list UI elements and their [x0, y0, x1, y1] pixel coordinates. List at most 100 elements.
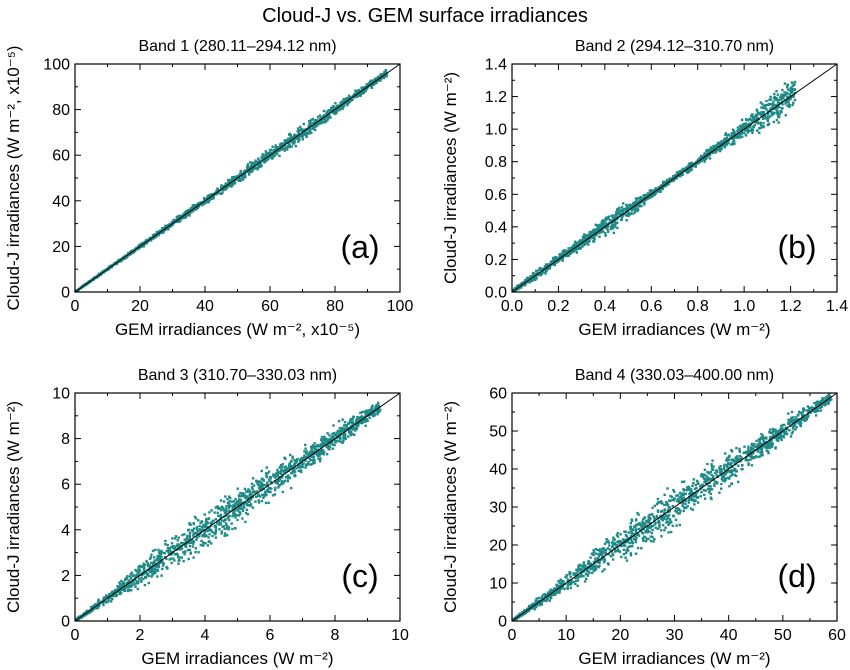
data-point — [199, 530, 202, 533]
data-point — [607, 553, 611, 556]
data-point — [223, 511, 227, 515]
data-point — [209, 528, 213, 532]
data-point — [125, 576, 128, 580]
data-point — [178, 545, 182, 548]
data-point — [185, 214, 189, 217]
data-point — [677, 512, 680, 515]
data-point — [586, 573, 590, 576]
data-point — [286, 477, 290, 480]
data-point — [587, 559, 590, 563]
data-point — [249, 491, 252, 494]
data-point — [635, 204, 639, 208]
data-point — [596, 231, 600, 234]
data-point — [349, 430, 353, 434]
data-point — [268, 487, 272, 490]
data-point — [242, 174, 245, 178]
data-point — [208, 526, 211, 530]
data-point — [793, 98, 797, 102]
data-point — [748, 123, 751, 126]
data-point — [308, 122, 311, 126]
data-point — [587, 243, 590, 246]
data-point — [313, 121, 316, 124]
data-point — [329, 116, 332, 119]
data-point — [260, 477, 264, 481]
data-point — [769, 95, 772, 99]
data-point — [720, 147, 723, 150]
data-point — [290, 486, 293, 490]
data-point — [276, 146, 279, 149]
data-point — [177, 556, 181, 559]
data-point — [176, 543, 179, 546]
data-point — [309, 459, 312, 462]
data-point — [755, 117, 758, 120]
data-point — [761, 102, 764, 106]
data-point — [606, 547, 610, 550]
data-point — [132, 574, 136, 577]
data-point — [331, 108, 334, 112]
data-point — [156, 568, 159, 572]
data-point — [722, 139, 726, 142]
data-point — [246, 504, 249, 507]
data-point — [359, 416, 363, 419]
data-point — [730, 473, 734, 476]
data-point — [320, 444, 323, 448]
data-point — [613, 225, 617, 228]
data-point — [290, 472, 293, 475]
data-point — [616, 535, 620, 538]
data-point — [377, 405, 380, 409]
data-point — [365, 413, 368, 416]
data-point — [238, 173, 242, 177]
data-point — [353, 93, 356, 96]
data-point — [776, 93, 779, 96]
data-point — [199, 521, 202, 525]
data-point — [136, 572, 139, 575]
data-point — [545, 263, 548, 266]
y-tick-label: 40 — [52, 193, 70, 210]
data-point — [520, 282, 523, 286]
data-point — [322, 109, 326, 113]
data-point — [227, 517, 230, 520]
data-point — [214, 193, 217, 196]
data-point — [248, 489, 251, 492]
x-tick-label: 4 — [201, 627, 210, 644]
data-point — [311, 451, 314, 454]
data-point — [602, 550, 605, 553]
panel-title: Band 3 (310.70–330.03 nm) — [138, 367, 337, 384]
data-point — [165, 557, 168, 561]
data-point — [211, 534, 214, 538]
data-point — [271, 157, 274, 160]
data-point — [355, 419, 358, 423]
data-point — [305, 135, 308, 138]
data-point — [621, 538, 625, 541]
data-point — [262, 479, 266, 482]
data-point — [535, 277, 538, 280]
data-point — [191, 210, 194, 213]
data-point — [263, 484, 266, 487]
data-point — [738, 133, 741, 137]
data-point — [759, 111, 763, 114]
data-point — [620, 218, 623, 221]
x-tick-label: 0.6 — [640, 298, 662, 315]
data-point — [729, 143, 732, 146]
data-point — [221, 525, 224, 528]
data-point — [342, 98, 345, 101]
data-point — [364, 90, 367, 93]
data-point — [271, 152, 275, 156]
data-point — [131, 251, 134, 254]
data-point — [203, 513, 206, 516]
data-point — [640, 527, 643, 530]
data-point — [193, 515, 197, 519]
data-point — [632, 206, 635, 209]
data-point — [777, 111, 780, 114]
data-point — [751, 113, 754, 116]
data-point — [576, 247, 579, 250]
data-point — [143, 563, 146, 567]
data-point — [176, 544, 179, 547]
data-point — [379, 408, 382, 412]
data-point — [310, 118, 313, 121]
data-point — [86, 609, 89, 613]
data-point — [177, 536, 180, 539]
data-point — [186, 548, 190, 552]
data-point — [288, 464, 291, 467]
data-point — [751, 120, 754, 123]
